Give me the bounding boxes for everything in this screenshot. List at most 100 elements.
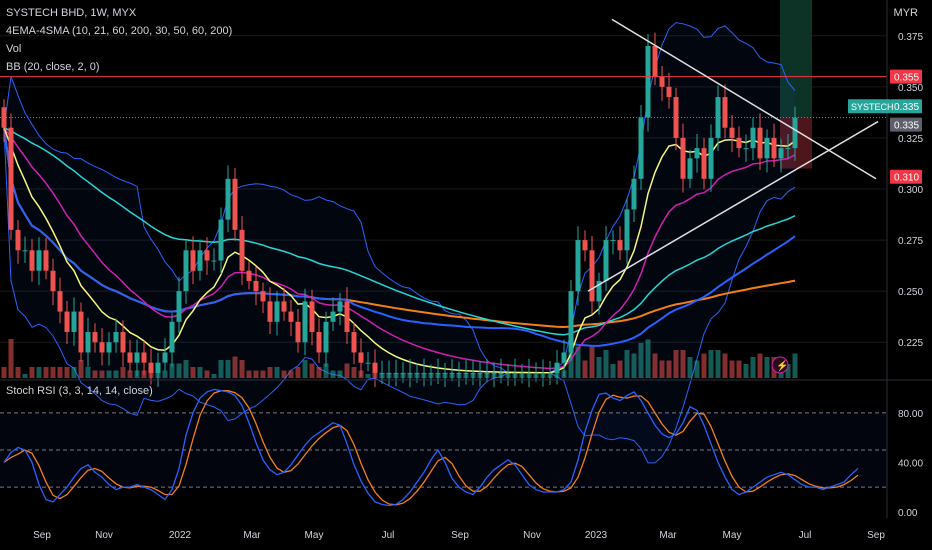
candle-body xyxy=(498,372,504,374)
volume-bar xyxy=(337,370,343,378)
candle-body xyxy=(162,352,168,363)
candle-body xyxy=(778,148,784,159)
candle-body xyxy=(120,332,126,353)
bollinger-fill xyxy=(4,22,795,463)
candle-body xyxy=(379,372,385,374)
candle-body xyxy=(729,127,735,138)
volume-bar xyxy=(316,367,322,378)
ema-sma-legend[interactable]: 4EMA-4SMA (10, 21, 60, 200, 30, 50, 60, … xyxy=(6,25,233,37)
volume-bar xyxy=(36,367,42,378)
resistance-price-tag-bg xyxy=(890,69,922,84)
candle-body xyxy=(526,372,532,374)
candle-body xyxy=(64,311,70,333)
volume-bar xyxy=(120,367,126,378)
candle-body xyxy=(372,362,378,373)
volume-bar xyxy=(246,370,252,378)
volume-bar xyxy=(750,357,756,378)
volume-bar xyxy=(43,367,49,378)
candle-body xyxy=(792,117,798,149)
volume-bar xyxy=(113,370,119,378)
volume-bar xyxy=(680,350,686,378)
stoch-rsi-legend[interactable]: Stoch RSI (3, 3, 14, 14, close) xyxy=(6,385,153,397)
volume-bar xyxy=(239,360,245,378)
candle-body xyxy=(22,250,28,252)
symbol-legend[interactable]: SYSTECH BHD, 1W, MYX xyxy=(6,7,137,19)
candle-body xyxy=(8,127,14,230)
candle-body xyxy=(484,372,490,374)
candle-body xyxy=(694,148,700,159)
candle-body xyxy=(99,342,105,353)
candle-body xyxy=(316,332,322,353)
time-tick-label: Sep xyxy=(33,530,51,541)
candle-body xyxy=(750,127,756,149)
volume-bar xyxy=(295,367,301,378)
candle-body xyxy=(155,362,161,373)
candle-body xyxy=(624,209,630,251)
prev-price-tag-bg xyxy=(890,117,922,132)
bollinger-legend[interactable]: BB (20, close, 2, 0) xyxy=(6,61,100,73)
volume-bar xyxy=(715,350,721,378)
volume-bar xyxy=(673,350,679,378)
candle-body xyxy=(197,250,203,271)
candle-body xyxy=(113,332,119,343)
candle-body xyxy=(365,362,371,364)
candle-body xyxy=(666,86,672,98)
bollinger-upper xyxy=(3,22,796,374)
candle-body xyxy=(386,372,392,374)
candle-body xyxy=(603,240,609,281)
candle-body xyxy=(239,229,245,271)
volume-bar xyxy=(757,353,763,378)
volume-bar xyxy=(211,374,217,378)
price-tick-label: 0.350 xyxy=(898,83,923,94)
candle-body xyxy=(645,45,651,118)
candle-body xyxy=(127,352,133,363)
volume-bar xyxy=(225,360,231,378)
volume-bar xyxy=(99,370,105,378)
candle-body xyxy=(652,45,658,77)
candle-body xyxy=(288,311,294,322)
support-price-tag-bg xyxy=(890,169,922,184)
price-tick-label: 0.275 xyxy=(898,236,923,247)
target-zone xyxy=(780,0,812,118)
candle-body xyxy=(309,301,315,333)
candle-body xyxy=(540,372,546,374)
candle-body xyxy=(505,372,511,374)
volume-bar xyxy=(260,370,266,378)
candle-body xyxy=(568,291,574,353)
candle-body xyxy=(71,311,77,333)
candle-body xyxy=(575,240,581,292)
volume-bar xyxy=(344,363,350,378)
time-tick-label: 2022 xyxy=(169,530,192,541)
candle-body xyxy=(183,250,189,292)
volume-bar xyxy=(162,370,168,378)
volume-bar xyxy=(288,370,294,378)
ema10-line xyxy=(3,127,796,374)
volume-bar xyxy=(15,367,21,378)
candle-body xyxy=(141,352,147,363)
ema60-line xyxy=(3,127,796,336)
volume-bar xyxy=(659,360,665,378)
volume-bar xyxy=(736,360,742,378)
candle-body xyxy=(148,362,154,373)
sma50-line xyxy=(3,127,796,347)
candle-body xyxy=(246,270,252,281)
volume-bar xyxy=(50,367,56,378)
candle-body xyxy=(456,372,462,374)
stoch-rsi-k-line xyxy=(3,388,859,507)
volume-bar xyxy=(624,350,630,378)
time-tick-label: May xyxy=(723,530,742,541)
candle-body xyxy=(512,372,518,374)
candle-body xyxy=(211,260,217,262)
candle-body xyxy=(302,301,308,343)
time-tick-label: Sep xyxy=(451,530,469,541)
candle-body xyxy=(15,229,21,251)
candle-body xyxy=(267,301,273,322)
ema21-line xyxy=(3,127,796,370)
volume-bar xyxy=(302,360,308,378)
candle-body xyxy=(477,372,483,374)
price-tick-label: 0.300 xyxy=(898,185,923,196)
time-tick-label: Nov xyxy=(523,530,541,541)
candle-body xyxy=(687,158,693,179)
volume-legend[interactable]: Vol xyxy=(6,43,22,55)
candle-body xyxy=(785,148,791,150)
